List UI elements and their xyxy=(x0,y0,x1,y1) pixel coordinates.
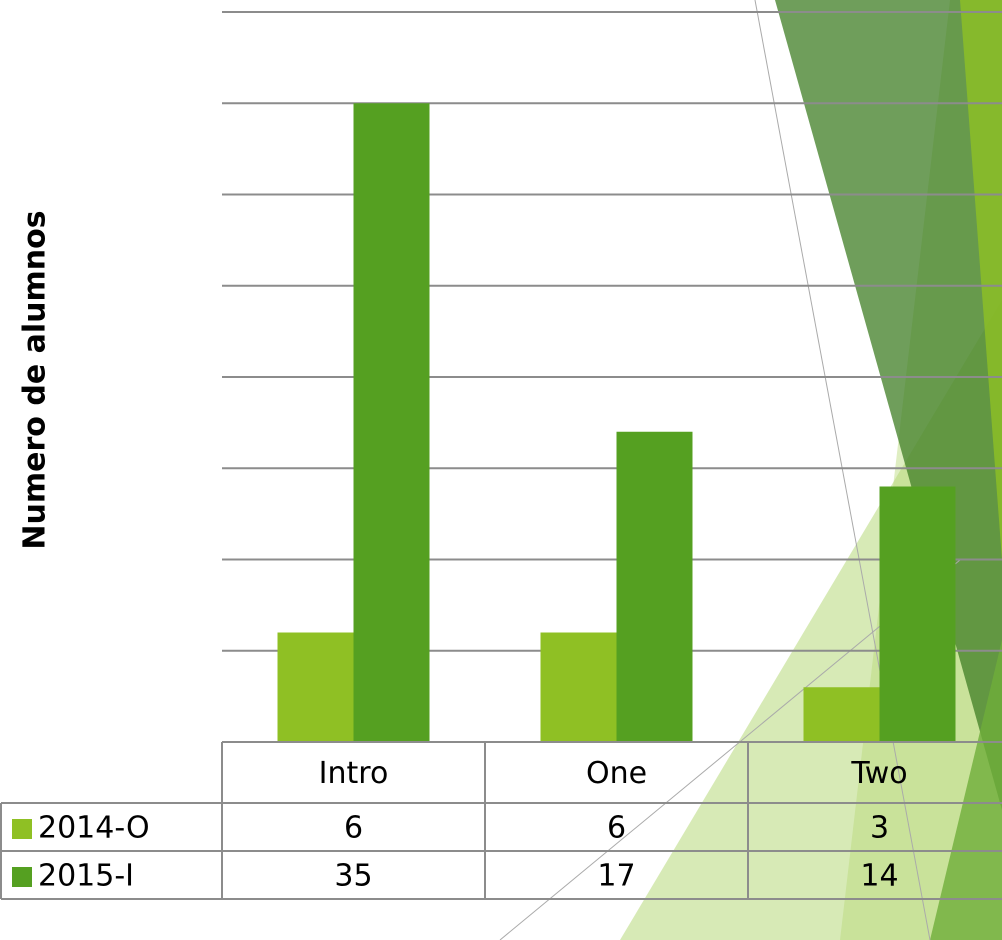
legend-swatch xyxy=(12,819,32,839)
bar xyxy=(879,486,956,742)
table-value: 6 xyxy=(344,811,363,846)
table-header: One xyxy=(586,756,647,791)
bar xyxy=(277,632,354,742)
bar xyxy=(803,687,880,742)
bar xyxy=(540,632,617,742)
table-value: 17 xyxy=(597,859,635,894)
table-value: 6 xyxy=(607,811,626,846)
legend-label: 2015-I xyxy=(38,859,134,894)
table-value: 35 xyxy=(334,859,372,894)
decoration xyxy=(499,0,1002,940)
table-header: Intro xyxy=(319,756,389,791)
legend-swatch xyxy=(12,867,32,887)
bar xyxy=(353,103,430,742)
table-header: Two xyxy=(850,756,907,791)
table-value: 14 xyxy=(860,859,898,894)
bar xyxy=(616,431,693,742)
y-axis-title: Numero de alumnos xyxy=(18,210,53,549)
legend-label: 2014-O xyxy=(38,811,150,846)
table-value: 3 xyxy=(870,811,889,846)
